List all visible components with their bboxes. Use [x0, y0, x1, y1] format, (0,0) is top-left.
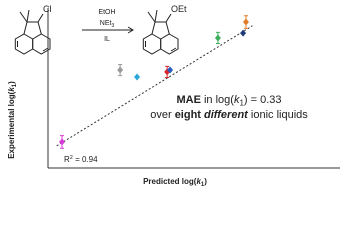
- point: [59, 138, 66, 146]
- point: [117, 66, 124, 74]
- annotation-subscript: 1: [239, 99, 244, 108]
- reagent: EtOH: [98, 9, 115, 16]
- point: [242, 18, 249, 26]
- annotation-text: eight: [175, 109, 202, 121]
- label-text: Experimental log(: [7, 91, 16, 158]
- point: [167, 66, 174, 74]
- annotation-text: different: [204, 109, 249, 121]
- point: [214, 34, 221, 42]
- axes: [47, 8, 340, 169]
- reaction-arrow: [82, 26, 134, 34]
- r2-text: R: [64, 155, 70, 164]
- r2-superscript: 2: [70, 155, 73, 161]
- reagent-subscript: 3: [111, 23, 114, 29]
- annotation-text: over: [150, 109, 174, 121]
- annotation: MAE in log(k1) = 0.33: [176, 94, 281, 108]
- reagent: IL: [104, 36, 110, 43]
- reaction-scheme: Cl EtOH NEt3 IL OEt: [14, 4, 187, 55]
- y-axis-label: Experimental log(k1): [7, 81, 18, 159]
- label-subscript: 1: [12, 83, 18, 87]
- annotation: over eight different ionic liquids: [150, 109, 308, 121]
- annotation-text: MAE: [176, 94, 200, 106]
- label-text: Predicted log(: [143, 177, 197, 186]
- annotation-text: in log(: [201, 94, 234, 106]
- reagent-text: NEt: [100, 20, 112, 27]
- reactant-group: Cl: [43, 4, 52, 14]
- r2-text: = 0.94: [73, 155, 98, 164]
- point: [240, 29, 247, 37]
- r-squared: R2 = 0.94: [64, 155, 98, 164]
- reactant-structure: [14, 9, 51, 55]
- label-text: k: [7, 87, 16, 92]
- label-subscript: 1: [201, 182, 205, 188]
- label-text: k: [196, 177, 201, 186]
- x-axis-label: Predicted log(k1): [143, 177, 207, 188]
- chart: Cl EtOH NEt3 IL OEt Predicted log(k1) Ex…: [7, 4, 340, 188]
- reagent: NEt3: [100, 20, 115, 29]
- product-structure: [142, 9, 179, 55]
- label-text: ): [204, 177, 207, 186]
- point: [134, 73, 141, 81]
- trendline: [56, 25, 253, 147]
- label-text: ): [7, 81, 16, 84]
- annotation-text: ) = 0.33: [244, 94, 282, 106]
- annotation-text: ionic liquids: [248, 109, 308, 121]
- annotation-text: k: [234, 94, 240, 106]
- product-group: OEt: [171, 4, 187, 14]
